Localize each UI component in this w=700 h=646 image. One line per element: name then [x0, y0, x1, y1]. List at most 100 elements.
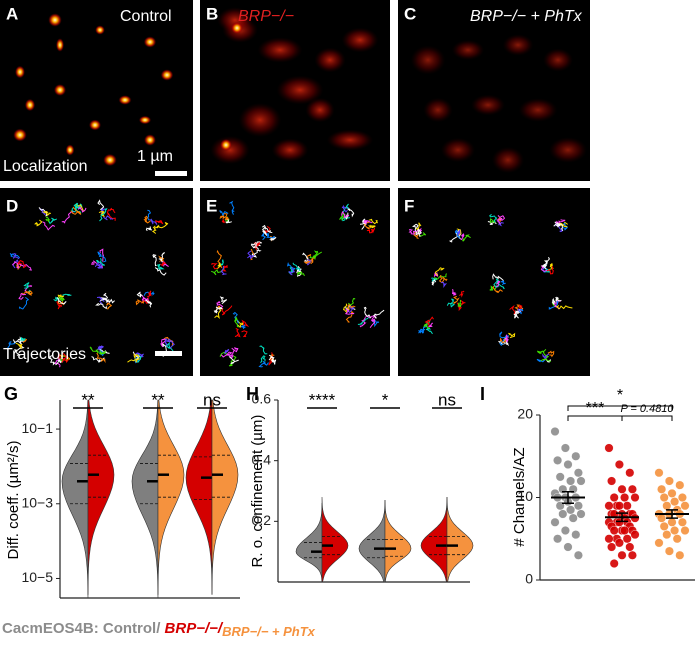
data-point — [607, 476, 617, 486]
violin-half — [420, 496, 448, 583]
localization-spot — [24, 98, 36, 112]
localization-cloud — [341, 27, 379, 53]
trajectory — [99, 349, 110, 354]
trajectory — [423, 319, 431, 328]
data-point — [664, 476, 674, 486]
trajectory — [288, 267, 295, 276]
violin-half — [358, 499, 386, 583]
trajectory — [495, 219, 504, 227]
trajectory — [62, 353, 70, 364]
trajectory — [312, 250, 319, 258]
localization-spot — [118, 95, 132, 105]
data-point — [558, 509, 568, 519]
data-point — [576, 476, 586, 486]
data-point — [675, 480, 685, 490]
trajectory — [555, 305, 573, 310]
data-point — [654, 538, 664, 548]
legend: CacmEOS4B: Control/ BRP−/−/BRP−/− + PhTx — [2, 620, 316, 639]
comparison-bracket — [567, 405, 673, 411]
trajectory — [228, 356, 239, 364]
trajectory — [160, 338, 167, 348]
trajectory — [372, 309, 385, 319]
data-point — [627, 484, 637, 494]
trajectory — [41, 211, 51, 216]
data-point — [571, 530, 581, 540]
data-point — [555, 472, 565, 482]
trajectory — [441, 281, 448, 288]
data-point — [620, 526, 630, 536]
data-point — [550, 517, 560, 527]
condition-label: BRP−/− + PhTx — [470, 8, 583, 25]
panel-letter: E — [206, 196, 217, 215]
legend-control: CacmEOS4B: Control/ — [2, 620, 165, 637]
trajectory — [408, 228, 416, 235]
trajectory — [155, 219, 164, 225]
trajectory — [551, 297, 556, 305]
trajectory — [219, 215, 230, 221]
trajectory — [219, 259, 224, 266]
trajectory — [247, 250, 256, 260]
data-point — [609, 493, 619, 503]
localization-cloud — [257, 37, 303, 63]
scale-bar — [155, 171, 187, 176]
trajectory — [152, 254, 157, 267]
trajectory — [259, 345, 268, 355]
trajectory — [266, 233, 276, 239]
localization-spot — [143, 36, 157, 48]
trajectory — [225, 217, 232, 224]
trajectory — [558, 222, 568, 228]
panel-letter: A — [6, 4, 18, 23]
trajectory — [228, 355, 237, 367]
significance-label: * — [382, 390, 389, 409]
data-point — [630, 493, 640, 503]
trajectory — [133, 353, 140, 360]
localization-cloud — [440, 137, 476, 163]
localization-cloud — [518, 98, 558, 122]
trajectory — [56, 297, 67, 305]
trajectory — [136, 291, 144, 298]
trajectory — [460, 233, 465, 241]
trajectory — [499, 331, 507, 339]
trajectory — [554, 296, 562, 302]
localization-spot — [160, 69, 174, 81]
trajectory — [508, 304, 517, 315]
trajectory — [345, 310, 354, 323]
trajectory — [106, 302, 113, 310]
trajectory — [221, 264, 228, 272]
condition-label: BRP−/− — [238, 8, 294, 25]
trajectory — [240, 324, 246, 330]
data-point — [662, 530, 672, 540]
trajectory — [23, 282, 30, 289]
trajectory — [215, 306, 223, 310]
data-point — [563, 460, 573, 470]
trajectory — [292, 262, 301, 272]
trajectory — [12, 253, 20, 260]
panel-letter: F — [404, 196, 414, 215]
trajectory — [14, 345, 25, 356]
localization-spot — [55, 38, 65, 52]
trajectory — [160, 261, 167, 267]
trajectory — [365, 315, 378, 321]
trajectory — [58, 296, 65, 302]
trajectory — [413, 231, 419, 239]
trajectory — [229, 200, 235, 215]
data-point — [667, 488, 677, 498]
trajectory — [446, 298, 455, 308]
localization-cloud — [210, 135, 250, 165]
trajectory — [106, 207, 116, 216]
data-point — [627, 550, 637, 560]
legend-phtx: BRP−/− + PhTx — [222, 624, 316, 639]
trajectory — [18, 263, 32, 271]
trajectory — [457, 229, 461, 236]
trajectory — [145, 299, 153, 308]
y-tick-label: 0.6 — [252, 391, 272, 407]
data-point — [571, 451, 581, 461]
trajectory — [230, 350, 235, 359]
trajectory — [305, 259, 313, 266]
trajectory — [303, 260, 311, 265]
data-point — [609, 559, 619, 569]
trajectory — [38, 207, 49, 217]
trajectory — [363, 220, 372, 230]
trajectory — [15, 263, 22, 270]
